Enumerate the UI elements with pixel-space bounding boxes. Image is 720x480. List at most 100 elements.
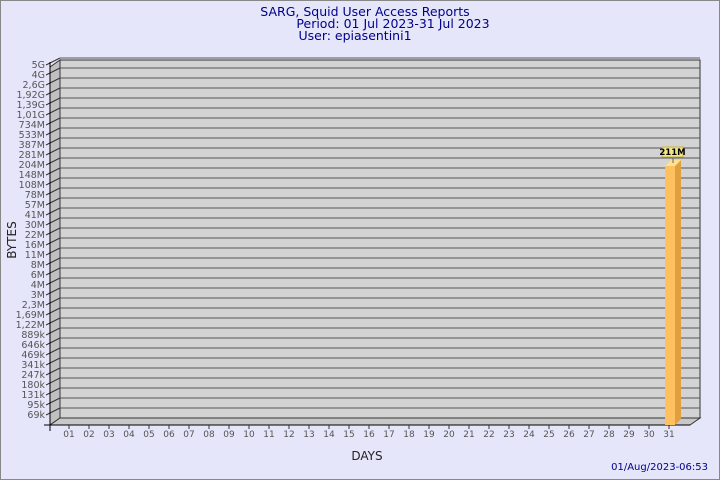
y-tick-label: 204M	[19, 160, 45, 171]
y-tick-label: 2,6G	[23, 80, 45, 91]
y-tick	[45, 367, 61, 376]
y-tick-label: 180k	[21, 380, 45, 391]
y-tick	[45, 137, 61, 146]
y-tick	[45, 77, 61, 86]
chart-subtitle-period: Period: 01 Jul 2023-31 Jul 2023	[296, 16, 489, 31]
y-tick	[45, 217, 61, 226]
y-tick-label: 41M	[25, 210, 45, 221]
y-tick-label: 889k	[21, 330, 45, 341]
x-tick-label: 14	[323, 430, 335, 440]
x-tick-label: 19	[423, 430, 435, 440]
y-tick	[45, 287, 61, 296]
y-tick-label: 30M	[25, 220, 45, 231]
y-tick-label: 1,69M	[16, 310, 45, 321]
x-tick-label: 26	[563, 430, 575, 440]
y-tick-label: 3M	[31, 290, 45, 301]
y-tick	[45, 387, 61, 396]
x-tick-label: 16	[363, 430, 375, 440]
x-tick-label: 11	[263, 430, 274, 440]
y-tick-label: 533M	[19, 130, 45, 141]
x-tick-label: 21	[463, 430, 474, 440]
footer-timestamp: 01/Aug/2023-06:53	[611, 462, 708, 473]
y-tick	[45, 257, 61, 266]
y-tick-label: 11M	[25, 250, 45, 261]
x-tick-label: 31	[663, 430, 674, 440]
y-tick-label: 1,92G	[16, 90, 45, 101]
x-tick-label: 10	[243, 430, 255, 440]
y-tick	[45, 297, 61, 306]
y-tick	[45, 127, 61, 136]
y-tick-label: 6M	[31, 270, 45, 281]
y-tick	[45, 67, 61, 76]
y-tick	[45, 267, 61, 276]
y-tick-label: 131k	[21, 390, 45, 401]
x-tick-label: 05	[143, 430, 154, 440]
y-tick	[45, 57, 61, 66]
y-tick-label: 108M	[19, 180, 45, 191]
y-tick	[45, 307, 61, 316]
y-tick-label: 646k	[21, 340, 45, 351]
x-tick-label: 29	[623, 430, 635, 440]
x-tick-label: 25	[543, 430, 554, 440]
bar-day-31	[665, 165, 675, 425]
y-tick	[45, 407, 61, 416]
back-wall	[59, 59, 701, 419]
y-tick-label: 341k	[21, 360, 45, 371]
y-tick	[45, 187, 61, 196]
x-tick-label: 07	[183, 430, 194, 440]
y-tick	[45, 177, 61, 186]
y-tick-label: 1,22M	[16, 320, 45, 331]
x-tick-label: 06	[163, 430, 175, 440]
x-tick-label: 13	[303, 430, 314, 440]
bar-side	[675, 159, 681, 425]
x-tick-label: 27	[583, 430, 594, 440]
x-tick-label: 17	[383, 430, 394, 440]
floor	[48, 417, 702, 426]
x-tick-label: 28	[603, 430, 615, 440]
y-tick-label: 281M	[19, 150, 45, 161]
y-tick-label: 95k	[27, 400, 45, 411]
y-tick	[45, 237, 61, 246]
data-label: 211M	[659, 148, 685, 158]
x-tick-label: 15	[343, 430, 354, 440]
x-tick-label: 04	[123, 430, 135, 440]
x-tick-label: 12	[283, 430, 294, 440]
x-tick-label: 24	[523, 430, 535, 440]
x-tick-label: 18	[403, 430, 415, 440]
y-tick-label: 22M	[25, 230, 45, 241]
x-tick-label: 30	[643, 430, 655, 440]
y-tick-label: 57M	[25, 200, 45, 211]
y-tick-label: 148M	[19, 170, 45, 181]
y-tick-label: 387M	[19, 140, 45, 151]
y-tick	[45, 247, 61, 256]
y-tick-label: 78M	[25, 190, 45, 201]
y-tick-label: 734M	[19, 120, 45, 131]
y-tick	[45, 97, 61, 106]
y-tick-label: 8M	[31, 260, 45, 271]
y-tick	[45, 157, 61, 166]
y-tick	[45, 397, 61, 406]
x-tick-label: 22	[483, 430, 494, 440]
y-tick	[45, 337, 61, 346]
chart-subtitle-user: User: epiasentini1	[298, 28, 411, 43]
y-tick	[45, 327, 61, 336]
y-tick-label: 2,3M	[22, 300, 45, 311]
chart-title: SARG, Squid User Access Reports	[260, 4, 469, 19]
y-tick-label: 247k	[21, 370, 45, 381]
x-tick-label: 08	[203, 430, 215, 440]
y-tick	[45, 167, 61, 176]
x-tick-label: 09	[223, 430, 235, 440]
y-tick	[45, 207, 61, 216]
y-tick	[45, 147, 61, 156]
x-tick-label: 02	[83, 430, 94, 440]
y-tick	[45, 347, 61, 356]
x-tick-label: 03	[103, 430, 114, 440]
y-tick	[45, 87, 61, 96]
y-tick	[45, 107, 61, 116]
data-label-box	[661, 146, 684, 158]
y-tick-label: 1,39G	[16, 100, 45, 111]
y-tick	[45, 357, 61, 366]
y-tick-label: 1,01G	[16, 110, 45, 121]
y-tick	[45, 117, 61, 126]
